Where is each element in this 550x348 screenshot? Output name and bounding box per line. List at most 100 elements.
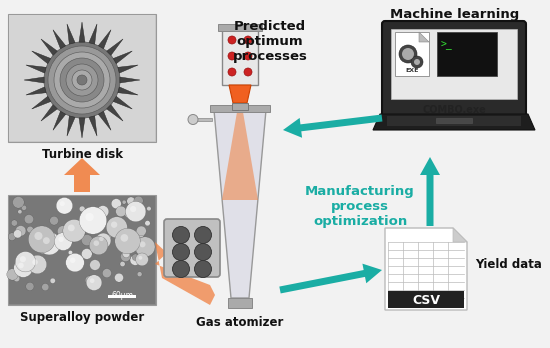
Circle shape bbox=[147, 206, 151, 211]
Circle shape bbox=[85, 213, 94, 221]
Circle shape bbox=[125, 201, 146, 222]
Circle shape bbox=[56, 197, 73, 214]
Circle shape bbox=[86, 211, 90, 215]
Text: Manufacturing
process
optimization: Manufacturing process optimization bbox=[305, 185, 415, 228]
Circle shape bbox=[32, 259, 38, 265]
Circle shape bbox=[133, 237, 140, 244]
Polygon shape bbox=[222, 112, 258, 200]
Bar bbox=[8, 195, 156, 305]
Circle shape bbox=[81, 248, 92, 259]
Polygon shape bbox=[385, 228, 467, 310]
Circle shape bbox=[66, 64, 98, 96]
Circle shape bbox=[106, 217, 128, 238]
Circle shape bbox=[96, 233, 111, 248]
Circle shape bbox=[116, 206, 127, 217]
Bar bbox=[210, 105, 270, 112]
FancyBboxPatch shape bbox=[382, 21, 526, 117]
Polygon shape bbox=[26, 65, 46, 73]
Circle shape bbox=[140, 242, 146, 247]
Circle shape bbox=[145, 221, 150, 226]
Circle shape bbox=[173, 227, 190, 244]
Circle shape bbox=[15, 252, 36, 272]
Polygon shape bbox=[214, 110, 266, 298]
Circle shape bbox=[90, 260, 100, 270]
Polygon shape bbox=[113, 51, 132, 64]
Polygon shape bbox=[32, 51, 51, 64]
Circle shape bbox=[135, 253, 149, 266]
Polygon shape bbox=[67, 116, 75, 136]
Circle shape bbox=[60, 201, 65, 206]
Circle shape bbox=[120, 261, 125, 267]
Circle shape bbox=[134, 196, 143, 205]
Circle shape bbox=[120, 234, 128, 242]
Bar bbox=[222, 30, 258, 85]
Circle shape bbox=[60, 58, 104, 102]
Circle shape bbox=[20, 256, 26, 262]
Circle shape bbox=[87, 278, 100, 291]
Circle shape bbox=[125, 209, 134, 218]
Circle shape bbox=[50, 216, 58, 225]
Polygon shape bbox=[53, 30, 65, 49]
Circle shape bbox=[136, 226, 146, 236]
Circle shape bbox=[120, 252, 131, 262]
Circle shape bbox=[70, 258, 75, 263]
Circle shape bbox=[11, 220, 18, 226]
Circle shape bbox=[135, 229, 145, 238]
Circle shape bbox=[79, 206, 85, 212]
Circle shape bbox=[228, 36, 236, 44]
Circle shape bbox=[13, 197, 24, 208]
Circle shape bbox=[48, 46, 116, 114]
Circle shape bbox=[124, 231, 135, 242]
Circle shape bbox=[68, 251, 73, 255]
Circle shape bbox=[140, 239, 144, 243]
Circle shape bbox=[111, 199, 121, 209]
Polygon shape bbox=[41, 105, 57, 121]
Circle shape bbox=[244, 36, 252, 44]
Circle shape bbox=[135, 237, 155, 257]
Bar bbox=[391, 29, 517, 99]
Circle shape bbox=[102, 269, 112, 278]
Text: COMBO.exe: COMBO.exe bbox=[422, 105, 486, 115]
Polygon shape bbox=[283, 114, 382, 138]
Circle shape bbox=[26, 282, 34, 291]
Circle shape bbox=[127, 197, 135, 205]
Circle shape bbox=[132, 254, 139, 261]
Circle shape bbox=[188, 114, 198, 125]
Circle shape bbox=[173, 261, 190, 277]
Polygon shape bbox=[64, 158, 100, 192]
Circle shape bbox=[106, 235, 111, 240]
Text: Turbine disk: Turbine disk bbox=[41, 148, 123, 161]
Circle shape bbox=[50, 278, 56, 283]
Circle shape bbox=[58, 237, 64, 242]
Polygon shape bbox=[120, 77, 140, 83]
Circle shape bbox=[28, 255, 47, 274]
Circle shape bbox=[86, 275, 102, 291]
Bar bbox=[388, 291, 464, 308]
Bar bbox=[9, 196, 155, 304]
Polygon shape bbox=[41, 39, 57, 55]
Circle shape bbox=[30, 232, 38, 240]
Polygon shape bbox=[98, 111, 111, 130]
Polygon shape bbox=[107, 39, 123, 55]
Text: CSV: CSV bbox=[412, 293, 440, 307]
Bar bbox=[232, 103, 248, 110]
Polygon shape bbox=[53, 111, 65, 130]
Circle shape bbox=[24, 215, 34, 224]
Circle shape bbox=[27, 226, 34, 233]
Text: Predicted
optimum
processes: Predicted optimum processes bbox=[233, 20, 307, 63]
Bar bbox=[9, 15, 155, 141]
Circle shape bbox=[54, 52, 110, 108]
Circle shape bbox=[29, 226, 55, 253]
Text: Superalloy powder: Superalloy powder bbox=[20, 311, 144, 324]
Polygon shape bbox=[26, 87, 46, 95]
Circle shape bbox=[228, 68, 236, 76]
Circle shape bbox=[130, 206, 136, 212]
Circle shape bbox=[111, 221, 117, 228]
FancyBboxPatch shape bbox=[164, 219, 220, 277]
Polygon shape bbox=[155, 242, 215, 305]
Polygon shape bbox=[79, 22, 85, 42]
Circle shape bbox=[135, 212, 142, 220]
Polygon shape bbox=[373, 114, 535, 130]
Circle shape bbox=[21, 254, 28, 261]
Bar bbox=[436, 118, 472, 123]
